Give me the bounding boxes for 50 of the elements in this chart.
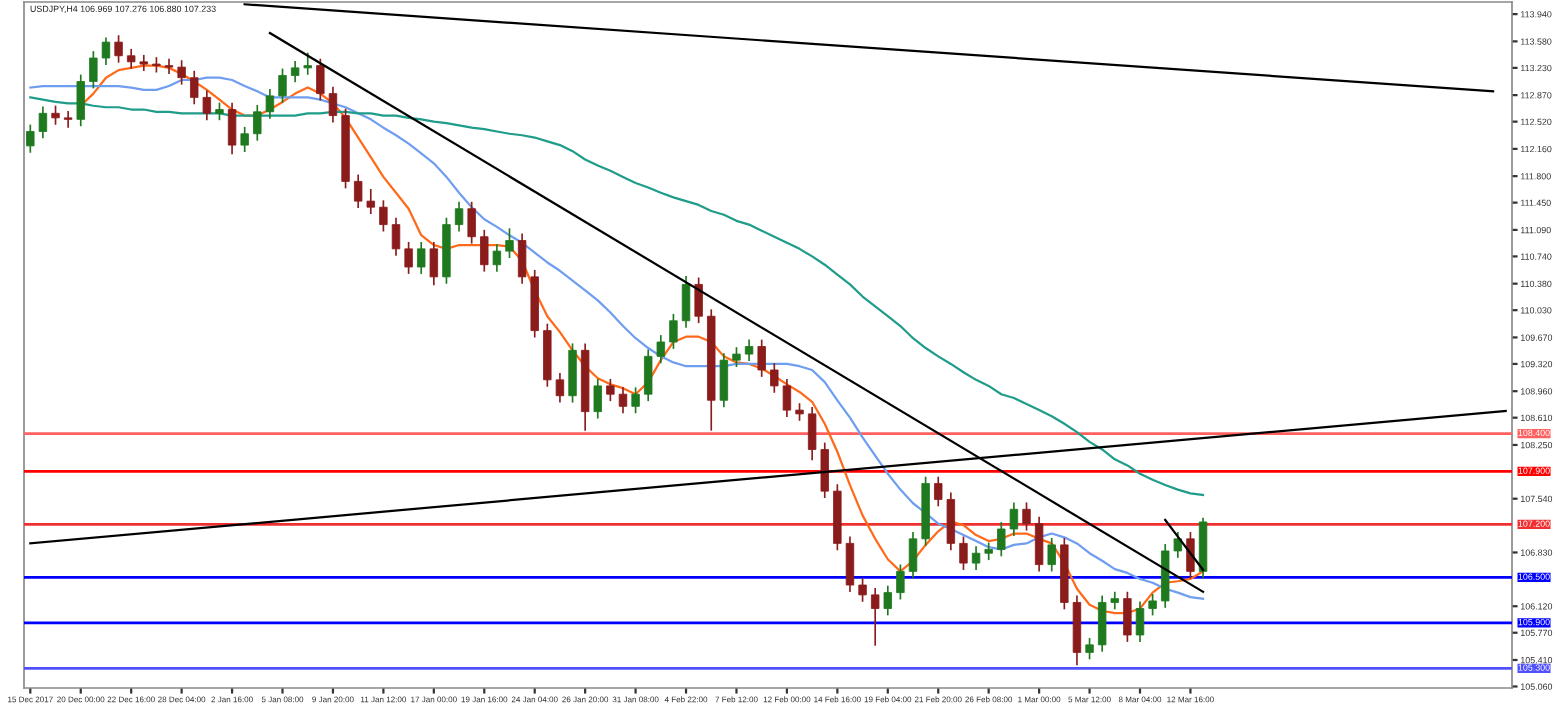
candlestick bbox=[240, 126, 249, 152]
candlestick bbox=[959, 536, 968, 570]
candlestick bbox=[76, 74, 85, 127]
candlestick bbox=[227, 102, 237, 155]
candlestick bbox=[908, 531, 918, 579]
candlestick bbox=[1148, 594, 1157, 616]
candlestick bbox=[101, 37, 111, 65]
candlestick bbox=[757, 339, 766, 377]
candlestick bbox=[1047, 538, 1056, 572]
candlestick bbox=[1034, 516, 1044, 572]
candlestick bbox=[1135, 601, 1145, 642]
candlestick bbox=[694, 277, 703, 324]
candlestick bbox=[63, 110, 73, 128]
candlestick bbox=[858, 578, 867, 602]
candlestick bbox=[328, 86, 338, 123]
candlestick bbox=[870, 587, 880, 646]
candlestick bbox=[164, 58, 174, 75]
candlestick bbox=[618, 387, 628, 414]
candlestick bbox=[454, 201, 464, 232]
candlestick bbox=[379, 200, 388, 232]
candlestick bbox=[593, 378, 602, 419]
candlestick bbox=[480, 229, 489, 272]
candlestick bbox=[429, 241, 439, 286]
candlestick bbox=[316, 58, 325, 101]
candlestick bbox=[89, 51, 98, 89]
candlestick bbox=[177, 60, 186, 85]
candlestick bbox=[417, 241, 426, 274]
candlestick bbox=[467, 201, 476, 244]
candlestick bbox=[1085, 637, 1094, 660]
candlestick bbox=[505, 228, 514, 259]
candlestick bbox=[606, 378, 615, 402]
candlestick bbox=[669, 313, 678, 349]
candlestick bbox=[845, 536, 855, 592]
candlestick bbox=[719, 353, 729, 408]
candlestick bbox=[492, 244, 502, 272]
candlestick bbox=[744, 339, 754, 361]
candlestick bbox=[883, 585, 892, 616]
candlestick bbox=[404, 241, 413, 274]
candlestick bbox=[391, 217, 401, 256]
candlestick bbox=[732, 347, 741, 368]
candlestick bbox=[1022, 502, 1031, 531]
line-series bbox=[1164, 518, 1205, 571]
candlestick bbox=[896, 564, 905, 600]
candlestick bbox=[114, 35, 123, 63]
candlestick bbox=[631, 387, 640, 414]
candlestick bbox=[568, 343, 577, 403]
candlestick bbox=[1123, 591, 1132, 642]
candlestick bbox=[278, 68, 287, 103]
candlestick bbox=[1186, 531, 1195, 579]
candlestick bbox=[681, 276, 691, 328]
